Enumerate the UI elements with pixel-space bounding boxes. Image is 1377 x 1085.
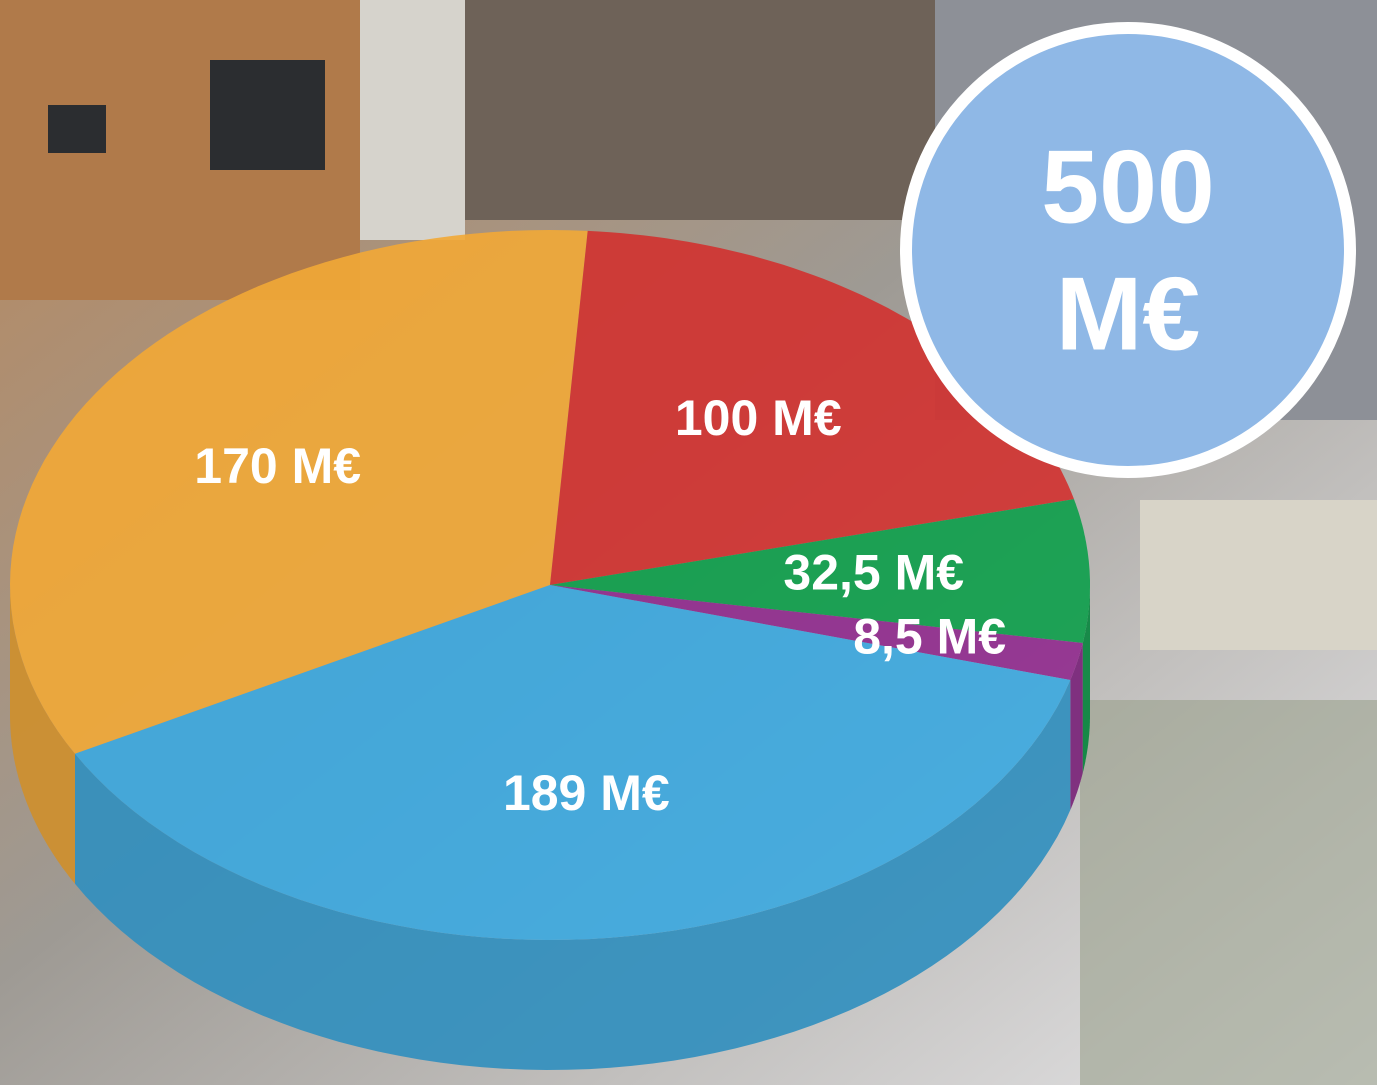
shutter — [360, 0, 465, 240]
pie — [10, 230, 1090, 1070]
window — [48, 105, 106, 153]
total-value: 500 — [1041, 129, 1215, 245]
balcony — [465, 0, 935, 220]
slice — [550, 499, 1090, 643]
slice — [10, 230, 588, 754]
total-badge — [900, 22, 1356, 478]
slice — [550, 585, 1083, 680]
slice — [550, 230, 1074, 585]
slice-side — [1070, 643, 1083, 810]
building-right — [1140, 500, 1377, 650]
data-label: 189 M€ — [503, 765, 670, 821]
data-label: 8,5 M€ — [853, 608, 1006, 664]
data-label: 32,5 M€ — [783, 545, 964, 601]
total-unit: M€ — [1056, 256, 1200, 372]
plants — [1080, 700, 1377, 1085]
slice-side — [1082, 585, 1090, 773]
slice — [75, 585, 1071, 940]
labels: 170 M€ 100 M€ 32,5 M€ 8,5 M€ 189 M€ — [194, 390, 1006, 821]
slice-side — [75, 680, 1071, 1070]
window — [210, 60, 325, 170]
slice-side — [10, 585, 75, 884]
data-label: 170 M€ — [194, 438, 361, 494]
data-label: 100 M€ — [675, 390, 842, 446]
